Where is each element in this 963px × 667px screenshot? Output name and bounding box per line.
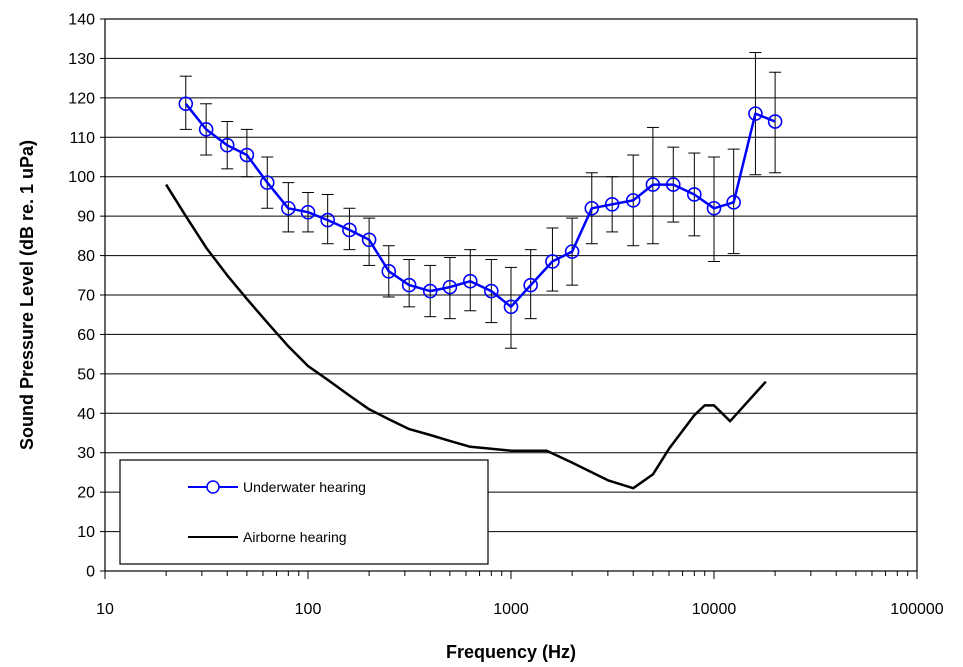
- y-tick-label-100: 100: [68, 169, 95, 186]
- y-axis-title: Sound Pressure Level (dB re. 1 uPa): [17, 140, 37, 450]
- data-point: [361, 232, 377, 248]
- data-point: [381, 264, 397, 279]
- series-0: [178, 52, 783, 349]
- legend-marker-underwater: [206, 480, 220, 494]
- data-point: [625, 193, 641, 208]
- y-tick-label-120: 120: [68, 90, 95, 107]
- data-point: [645, 177, 661, 192]
- data-point: [422, 283, 438, 299]
- data-point: [484, 283, 499, 299]
- x-axis-tick-labels: 10 100 1000 10000 100000: [96, 601, 944, 618]
- legend-box: [119, 459, 489, 565]
- x-tick-label-1000: 1000: [493, 601, 529, 618]
- data-point: [726, 195, 741, 210]
- y-tick-label-90: 90: [77, 209, 95, 226]
- data-point: [706, 200, 722, 216]
- y-tick-label-110: 110: [69, 130, 95, 147]
- data-point: [442, 279, 458, 295]
- x-tick-label-10000: 10000: [692, 601, 737, 618]
- y-axis-tick-labels: 0 10 20 30 40 50 60 70 80 90 100 110 120 130 140: [68, 12, 95, 581]
- y-tick-label-140: 140: [68, 12, 95, 29]
- data-point: [219, 137, 235, 153]
- x-axis-title: Frequency (Hz): [446, 642, 576, 662]
- data-point: [564, 244, 580, 259]
- y-tick-label-40: 40: [77, 406, 95, 423]
- data-point: [281, 200, 296, 216]
- x-tick-label-100: 100: [295, 601, 322, 618]
- data-point: [687, 187, 702, 202]
- y-tick-label-60: 60: [77, 327, 95, 344]
- y-tick-label-50: 50: [77, 366, 95, 383]
- data-point: [259, 175, 275, 190]
- data-point: [748, 106, 763, 121]
- series-layer: [165, 52, 783, 490]
- data-point: [239, 147, 255, 163]
- series-1: [165, 183, 767, 490]
- data-point: [300, 204, 316, 220]
- y-tick-label-10: 10: [77, 524, 95, 541]
- series-line-0: [184, 103, 776, 309]
- y-tick-label-70: 70: [77, 288, 95, 305]
- data-point: [523, 277, 538, 293]
- data-point: [584, 200, 600, 216]
- data-point: [178, 96, 194, 112]
- data-point: [665, 177, 681, 192]
- y-tick-label-20: 20: [77, 485, 95, 502]
- data-point: [320, 212, 335, 228]
- x-tick-label-100000: 100000: [890, 601, 943, 618]
- series-line-1: [165, 183, 767, 490]
- data-point: [342, 222, 357, 238]
- data-point: [767, 114, 783, 129]
- axis-ticks: [100, 18, 918, 579]
- y-tick-label-30: 30: [77, 445, 95, 462]
- legend-label-underwater: Underwater hearing: [243, 479, 366, 495]
- y-tick-label-0: 0: [86, 564, 95, 581]
- data-point: [401, 277, 417, 293]
- legend: Underwater hearing Airborne hearing: [119, 459, 489, 565]
- y-tick-label-130: 130: [68, 51, 95, 68]
- data-point: [604, 197, 620, 212]
- data-point: [545, 254, 560, 269]
- data-point: [503, 299, 519, 315]
- legend-label-airborne: Airborne hearing: [243, 529, 347, 545]
- x-tick-label-10: 10: [96, 601, 114, 618]
- y-tick-label-80: 80: [77, 248, 95, 265]
- data-point: [462, 273, 478, 289]
- data-point: [198, 122, 214, 137]
